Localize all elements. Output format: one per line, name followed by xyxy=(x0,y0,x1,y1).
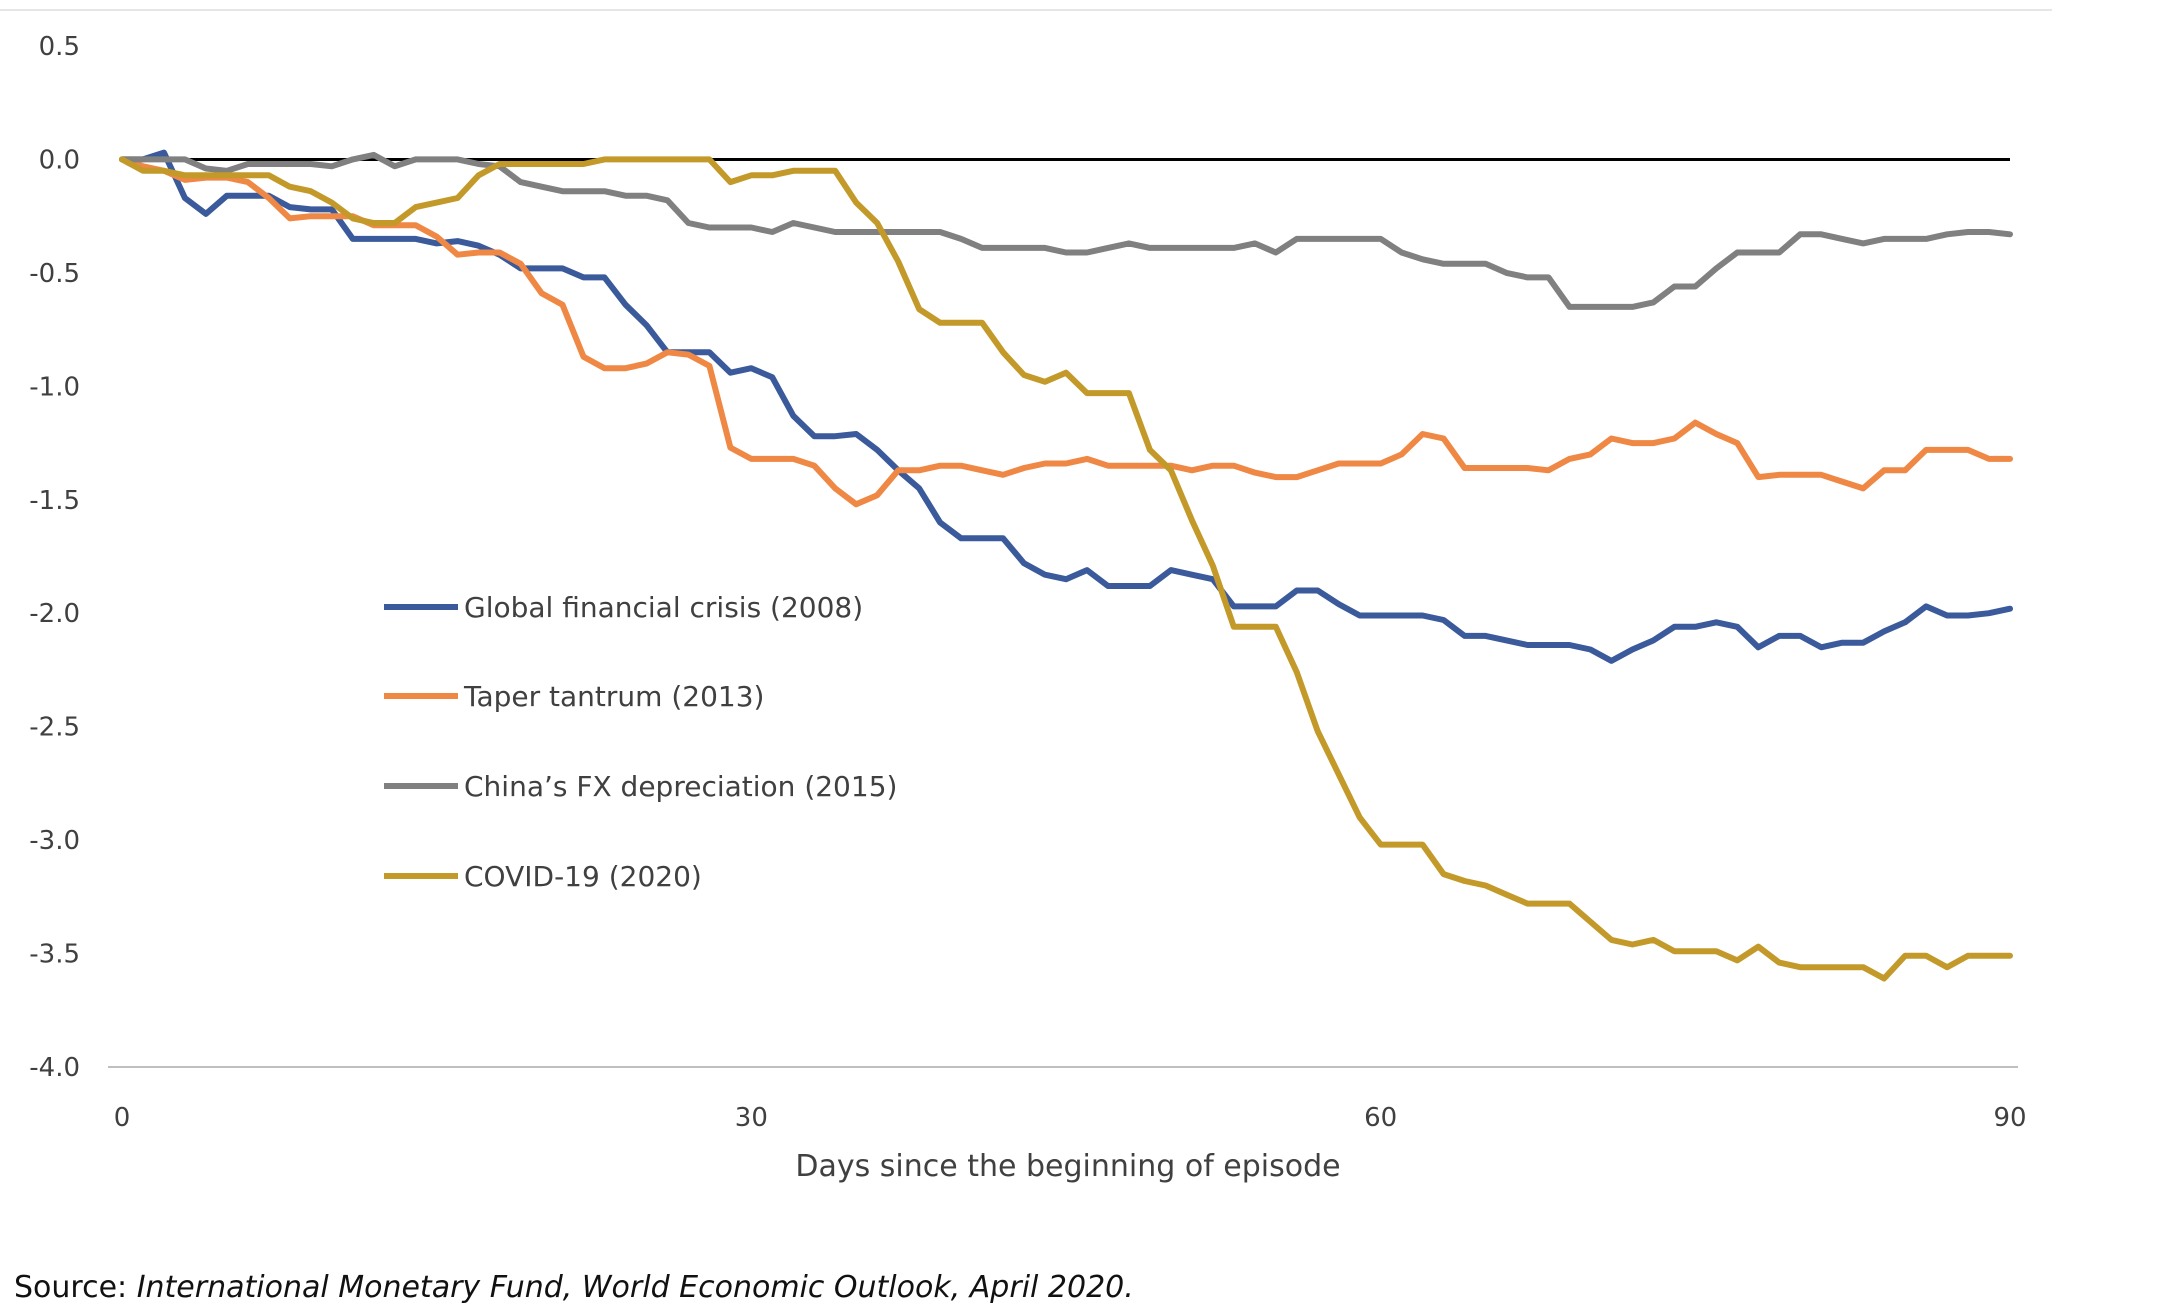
x-tick-label: 60 xyxy=(1364,1103,1397,1133)
y-tick-label: 0.5 xyxy=(39,32,80,62)
series-lines xyxy=(119,149,2013,982)
y-tick-label: -1.5 xyxy=(29,486,80,516)
y-tick-label: -0.5 xyxy=(29,259,80,289)
y-tick-label: -3.5 xyxy=(29,940,80,970)
y-axis-labels: 0.5 0.0 -0.5 -1.0 -1.5 -2.0 -2.5 -3.0 -3.5 -4.0 xyxy=(29,32,80,1083)
series-line-4 xyxy=(119,156,2013,982)
series-line-3 xyxy=(119,151,2013,310)
y-tick-label: -2.0 xyxy=(29,599,80,629)
legend-label: Taper tantrum (2013) xyxy=(463,680,764,713)
x-tick-label: 0 xyxy=(114,1103,131,1133)
series-line-2 xyxy=(119,156,2013,508)
legend-label: Global financial crisis (2008) xyxy=(464,591,863,624)
source-prefix: Source: xyxy=(14,1270,137,1305)
series-line-1 xyxy=(119,149,2013,664)
y-tick-label: -1.0 xyxy=(29,372,80,402)
x-axis-labels: 0 30 60 90 xyxy=(114,1103,2027,1133)
legend: Global financial crisis (2008) Taper tant… xyxy=(384,591,897,893)
legend-label: China’s FX depreciation (2015) xyxy=(464,770,897,803)
legend-label: COVID-19 (2020) xyxy=(464,860,702,893)
y-tick-label: -3.0 xyxy=(29,826,80,856)
x-axis-title: Days since the beginning of episode xyxy=(795,1149,1340,1184)
x-tick-label: 30 xyxy=(735,1103,768,1133)
x-tick-label: 90 xyxy=(1993,1103,2026,1133)
source-note: Source: International Monetary Fund, Wor… xyxy=(14,1270,1134,1305)
source-citation: International Monetary Fund, World Econo… xyxy=(136,1270,1134,1305)
y-tick-label: 0.0 xyxy=(39,145,80,175)
y-tick-label: -4.0 xyxy=(29,1053,80,1083)
y-tick-label: -2.5 xyxy=(29,713,80,743)
